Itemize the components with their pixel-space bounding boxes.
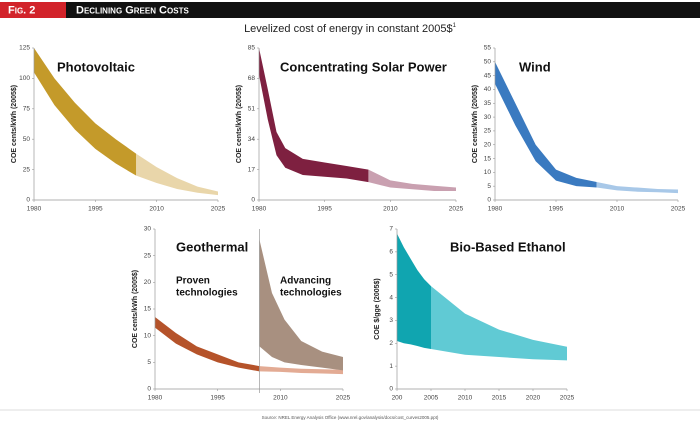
y-tick-label: 25	[484, 128, 492, 135]
y-tick-label: 15	[144, 306, 152, 313]
x-tick-label: 2010	[383, 206, 398, 213]
y-tick-label: 4	[389, 294, 393, 301]
x-tick-label: 1980	[27, 206, 42, 213]
x-tick-label: 2010	[273, 395, 288, 402]
y-tick-label: 5	[147, 359, 151, 366]
y-tick-label: 0	[487, 197, 491, 204]
y-axis-label: COE cents/kWh (2005$)	[236, 85, 243, 163]
title-bar	[66, 2, 700, 18]
y-tick-label: 30	[144, 226, 152, 233]
y-tick-label: 55	[484, 45, 492, 52]
subtitle-text: Levelized cost of energy in constant 200…	[244, 23, 453, 35]
chart-title: Concentrating Solar Power	[280, 59, 447, 74]
cost-band	[397, 233, 431, 349]
y-tick-label: 125	[19, 45, 30, 52]
cost-band	[259, 239, 343, 371]
y-axis-label: COE $/gge (2005$)	[374, 278, 381, 339]
x-tick-label: 1980	[252, 206, 267, 213]
chart-title: Geothermal	[176, 239, 248, 254]
y-tick-label: 3	[389, 317, 393, 324]
x-tick-label: 2010	[458, 395, 473, 402]
source: Source: NREL Energy Analysis Office (www…	[262, 415, 439, 420]
x-tick-label: 1995	[88, 206, 103, 213]
y-tick-label: 50	[23, 136, 31, 143]
y-tick-label: 68	[248, 75, 256, 82]
annotation: Proven	[176, 276, 210, 287]
figure-number: Fig. 2	[8, 4, 35, 16]
x-tick-label: 200	[392, 395, 403, 402]
cost-band	[136, 153, 218, 196]
y-tick-label: 10	[144, 332, 152, 339]
x-tick-label: 2010	[149, 206, 164, 213]
x-tick-label: 2025	[449, 206, 464, 213]
y-tick-label: 15	[484, 155, 492, 162]
subtitle-note: 1	[453, 23, 457, 29]
cost-band	[34, 48, 137, 176]
y-tick-label: 34	[248, 136, 256, 143]
x-tick-label: 1995	[210, 395, 225, 402]
annotation: technologies	[176, 288, 238, 299]
y-tick-label: 75	[23, 106, 31, 113]
y-tick-label: 5	[389, 271, 393, 278]
y-tick-label: 50	[484, 59, 492, 66]
cost-band	[259, 366, 343, 375]
y-tick-label: 10	[484, 169, 492, 176]
subtitle: Levelized cost of energy in constant 200…	[244, 23, 457, 35]
chart-title: Bio-Based Ethanol	[450, 239, 566, 254]
y-tick-label: 45	[484, 72, 492, 79]
x-tick-label: 2020	[526, 395, 541, 402]
x-tick-label: 2005	[424, 395, 439, 402]
y-axis-label: COE cents/kWh (2005$)	[472, 85, 479, 163]
y-tick-label: 2	[389, 340, 393, 347]
x-tick-label: 2025	[560, 395, 575, 402]
x-tick-label: 1980	[488, 206, 503, 213]
y-tick-label: 40	[484, 86, 492, 93]
y-axis-label: COE cents/kWh (2005$)	[132, 270, 139, 348]
y-tick-label: 100	[19, 75, 30, 82]
chart-title: Wind	[519, 59, 551, 74]
y-tick-label: 0	[251, 197, 255, 204]
x-tick-label: 1995	[549, 206, 564, 213]
x-tick-label: 2025	[211, 206, 226, 213]
y-tick-label: 0	[147, 386, 151, 393]
y-tick-label: 6	[389, 249, 393, 256]
figure-badge	[0, 2, 66, 18]
cost-band	[368, 169, 456, 192]
y-tick-label: 35	[484, 100, 492, 107]
cost-band	[155, 317, 260, 372]
y-tick-label: 20	[484, 141, 492, 148]
cost-band	[431, 286, 567, 361]
x-tick-label: 2015	[492, 395, 507, 402]
y-tick-label: 5	[487, 183, 491, 190]
cost-band	[596, 182, 678, 194]
y-tick-label: 25	[144, 252, 152, 259]
y-tick-label: 85	[248, 45, 256, 52]
x-tick-label: 1980	[148, 395, 163, 402]
y-tick-label: 17	[248, 166, 256, 173]
chart-title: Photovoltaic	[57, 59, 135, 74]
y-tick-label: 7	[389, 226, 393, 233]
annotation: technologies	[280, 288, 342, 299]
y-axis-label: COE cents/kWh (2005$)	[11, 85, 18, 163]
cost-band	[259, 48, 369, 183]
x-tick-label: 1995	[317, 206, 332, 213]
x-tick-label: 2025	[336, 395, 351, 402]
cost-band	[495, 61, 597, 188]
x-tick-label: 2010	[610, 206, 625, 213]
x-tick-label: 2025	[671, 206, 686, 213]
y-tick-label: 20	[144, 279, 152, 286]
y-tick-label: 1	[389, 363, 393, 370]
y-tick-label: 30	[484, 114, 492, 121]
annotation: Advancing	[280, 276, 331, 287]
y-tick-label: 25	[23, 166, 31, 173]
y-tick-label: 0	[26, 197, 30, 204]
y-tick-label: 0	[389, 386, 393, 393]
figure-title: Declining Green Costs	[76, 4, 189, 16]
y-tick-label: 51	[248, 106, 256, 113]
